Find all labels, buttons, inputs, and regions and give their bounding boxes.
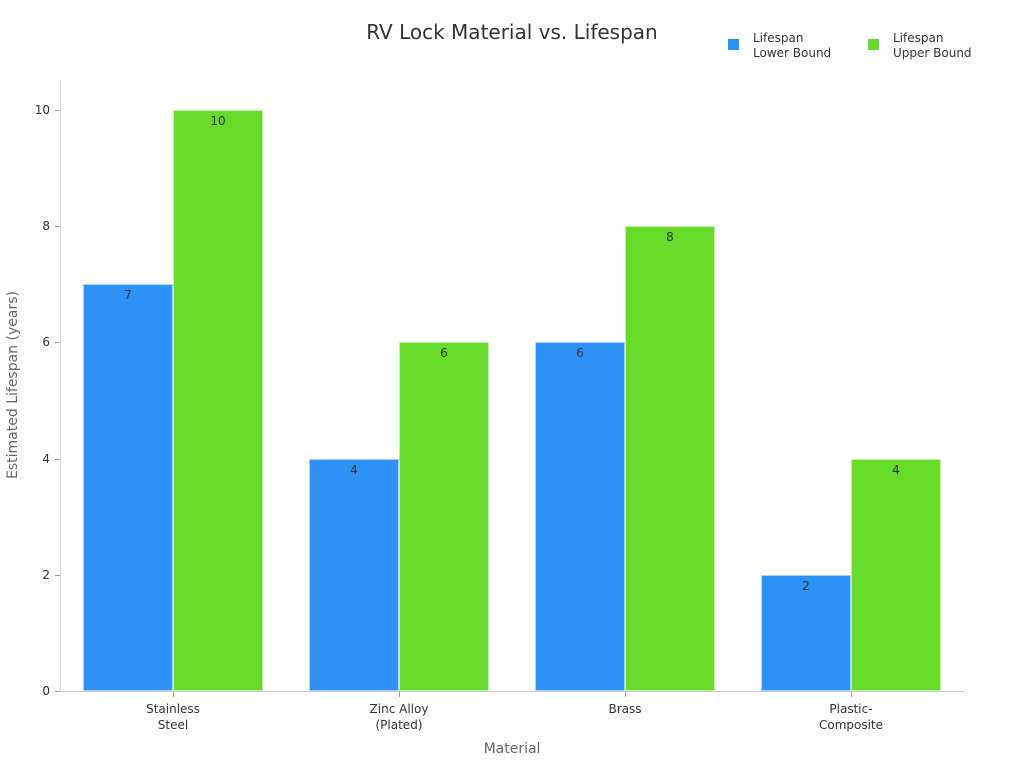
y-tick: 6 [0,335,60,356]
y-tick: 10 [0,103,60,124]
x-tick-label: Zinc Alloy (Plated) [319,701,479,733]
bar-value-label: 6 [440,346,448,361]
chart-title: RV Lock Material vs. Lifespan [366,20,658,44]
y-tick-mark [55,458,60,460]
legend-swatch-lower-bound [728,39,739,50]
x-tick-label-line: Brass [608,702,642,716]
bar-value-label: 7 [124,288,132,303]
bar-lower[interactable]: 7 [83,284,173,691]
legend: Lifespan Lower Bound Lifespan Upper Boun… [728,31,988,61]
y-tick-mark [55,574,60,576]
x-tick-label-line: Composite [818,718,884,732]
bar-lower[interactable]: 4 [309,458,399,691]
bar-value-label: 2 [802,578,810,593]
y-tick: 2 [0,568,60,589]
y-tick-label: 6 [42,335,50,350]
y-tick: 4 [0,452,60,473]
y-axis-line [60,80,61,692]
bar-lower[interactable]: 2 [761,574,851,691]
x-tick-mark [851,692,852,697]
y-tick-mark [55,342,60,344]
y-tick-label: 4 [42,451,50,466]
bar-upper[interactable]: 10 [173,110,263,691]
x-tick-mark [399,692,400,697]
x-tick-label-line: Plastic- [829,702,873,716]
x-tick-label: Brass [545,701,705,717]
x-tick-label-line: (Plated) [375,718,423,732]
bar-upper[interactable]: 8 [625,226,715,691]
y-axis-label: Estimated Lifespan (years) [5,291,21,479]
y-tick-mark [55,226,60,228]
x-tick-label-line: Steel [157,718,189,732]
bar-upper[interactable]: 6 [399,342,489,691]
legend-label-line1: Lifespan [753,31,804,45]
y-tick-label: 8 [42,219,50,234]
legend-label-line2: Upper Bound [893,46,972,60]
x-axis-label: Material [483,741,541,757]
x-tick-label-line: Zinc Alloy [369,702,429,716]
bar-value-label: 6 [576,346,584,361]
legend-item-upper-bound[interactable]: Lifespan Upper Bound [868,31,988,61]
x-tick-label: Stainless Steel [93,701,253,733]
y-tick: 8 [0,219,60,240]
y-tick-label: 2 [42,567,50,582]
x-axis-line [60,691,964,692]
y-tick-label: 10 [34,103,50,117]
bar-value-label: 10 [210,114,226,128]
legend-swatch-upper-bound [868,39,879,50]
bar-lower[interactable]: 6 [535,342,625,691]
x-tick-mark [625,692,626,697]
legend-item-lower-bound[interactable]: Lifespan Lower Bound [728,31,848,61]
y-tick-label: 0 [42,684,50,698]
bar-value-label: 4 [892,462,900,477]
legend-label-line1: Lifespan [893,31,944,45]
y-tick: 0 [0,684,60,705]
bar-value-label: 4 [350,462,358,477]
y-tick-mark [55,110,60,111]
legend-label-line2: Lower Bound [753,46,832,60]
x-tick-mark [173,692,174,697]
x-tick-label-line: Stainless [146,702,200,716]
x-tick-label: Plastic- Composite [771,701,931,733]
y-tick-mark [55,691,60,692]
bar-value-label: 8 [666,230,674,245]
bar-upper[interactable]: 4 [851,458,941,691]
